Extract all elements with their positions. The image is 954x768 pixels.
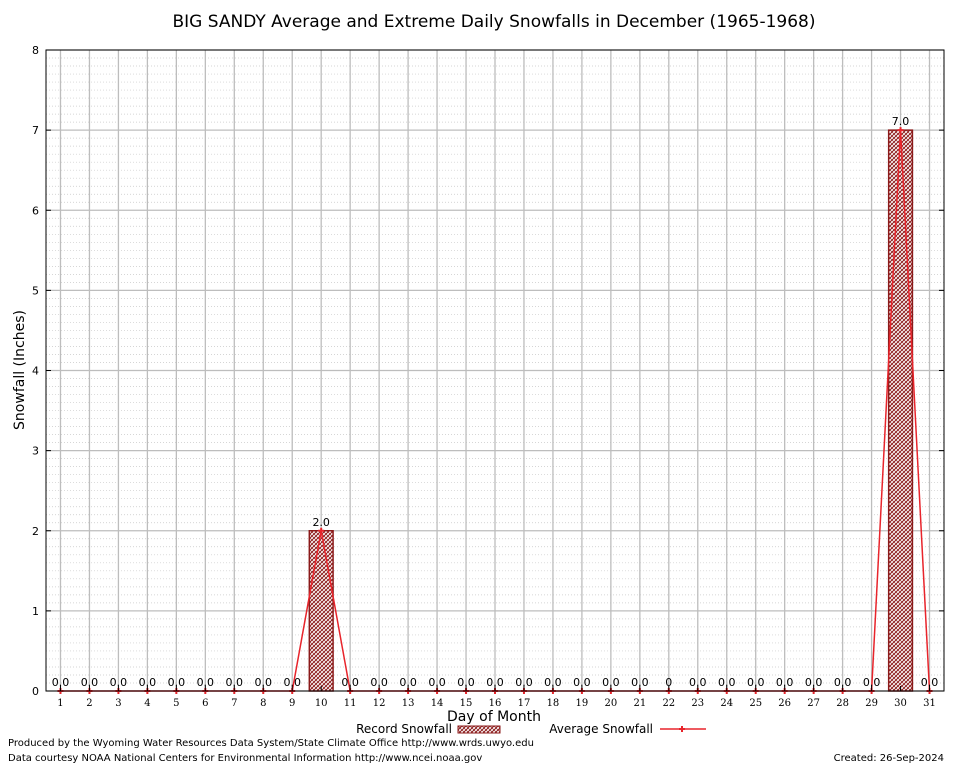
data-label: 7.0 bbox=[892, 115, 910, 128]
data-label: 2.0 bbox=[312, 516, 330, 529]
data-labels: 0.0 0.0 0.0 0.0 0.0 0.0 0.0 0.0 0.0 2.0 0.0 0.0 0.0 0… bbox=[52, 115, 939, 689]
x-tick-label: 31 bbox=[923, 698, 936, 709]
y-tick-label: 3 bbox=[32, 445, 39, 458]
x-tick-label: 12 bbox=[373, 698, 386, 709]
data-label: 0.0 bbox=[573, 676, 591, 689]
chart-title: BIG SANDY Average and Extreme Daily Snow… bbox=[172, 12, 815, 32]
average-point bbox=[897, 127, 904, 134]
data-label: 0.0 bbox=[52, 676, 70, 689]
data-label: 0.0 bbox=[399, 676, 417, 689]
x-tick-label: 29 bbox=[865, 698, 878, 709]
data-label: 0.0 bbox=[834, 676, 852, 689]
record-bar bbox=[887, 129, 914, 692]
record-bar bbox=[308, 530, 334, 692]
data-label: 0.0 bbox=[341, 676, 359, 689]
x-tick-label: 17 bbox=[518, 698, 531, 709]
footer-data-courtesy: Data courtesy NOAA National Centers for … bbox=[8, 753, 483, 764]
x-tick-label: 24 bbox=[720, 698, 733, 709]
y-axis-label: Snowfall (Inches) bbox=[12, 310, 28, 430]
data-label: 0.0 bbox=[776, 676, 794, 689]
data-label: 0.0 bbox=[515, 676, 533, 689]
x-tick-label: 8 bbox=[260, 698, 266, 709]
y-tick-label: 4 bbox=[32, 365, 39, 378]
data-label: 0.0 bbox=[168, 676, 186, 689]
x-tick-label: 2 bbox=[86, 698, 92, 709]
data-label: 0.0 bbox=[544, 676, 562, 689]
data-label: 0.0 bbox=[602, 676, 620, 689]
legend-label-record: Record Snowfall bbox=[356, 722, 452, 736]
legend-label-average: Average Snowfall bbox=[549, 722, 653, 736]
y-tick-label: 7 bbox=[32, 124, 39, 137]
x-tick-label: 3 bbox=[115, 698, 121, 709]
x-tick-label: 18 bbox=[547, 698, 560, 709]
data-label: 0.0 bbox=[428, 676, 446, 689]
data-label: 0.0 bbox=[805, 676, 823, 689]
plot-frame bbox=[45, 49, 945, 692]
data-label: 0.0 bbox=[747, 676, 765, 689]
x-tick-label: 30 bbox=[894, 698, 907, 709]
data-label: 0.0 bbox=[457, 676, 475, 689]
x-tick-label: 14 bbox=[431, 698, 444, 709]
x-axis-label: Day of Month bbox=[447, 709, 541, 725]
data-label: 0.0 bbox=[863, 676, 881, 689]
data-label: 0.0 bbox=[283, 676, 301, 689]
legend-marker-average bbox=[679, 726, 685, 732]
y-tick-label: 5 bbox=[32, 284, 39, 297]
x-tick-label: 26 bbox=[778, 698, 791, 709]
x-tick-label: 20 bbox=[605, 698, 618, 709]
data-label: 0.0 bbox=[689, 676, 707, 689]
x-tick-label: 23 bbox=[691, 698, 704, 709]
average-point bbox=[318, 527, 325, 534]
y-tick-label: 1 bbox=[32, 605, 39, 618]
x-tick-label: 16 bbox=[489, 698, 502, 709]
x-tick-label: 15 bbox=[460, 698, 473, 709]
x-tick-label: 6 bbox=[202, 698, 208, 709]
x-tick-label: 10 bbox=[315, 698, 328, 709]
x-tick-label: 21 bbox=[633, 698, 646, 709]
x-tick-label: 5 bbox=[173, 698, 179, 709]
footer-produced-by: Produced by the Wyoming Water Resources … bbox=[8, 738, 534, 749]
data-label: 0.0 bbox=[226, 676, 244, 689]
grid bbox=[46, 49, 944, 692]
y-tick-label: 2 bbox=[32, 525, 39, 538]
x-tick-label: 11 bbox=[344, 698, 357, 709]
data-label: 0 bbox=[665, 676, 672, 689]
data-label: 0.0 bbox=[370, 676, 388, 689]
legend-swatch-record bbox=[457, 725, 501, 734]
x-tick-label: 4 bbox=[144, 698, 150, 709]
legend: Record Snowfall Average Snowfall bbox=[356, 722, 706, 736]
data-label: 0.0 bbox=[110, 676, 128, 689]
x-tick-label: 9 bbox=[289, 698, 295, 709]
data-label: 0.0 bbox=[718, 676, 736, 689]
x-tick-label: 1 bbox=[57, 698, 63, 709]
x-tick-label: 13 bbox=[402, 698, 415, 709]
x-tick-label: 19 bbox=[576, 698, 589, 709]
data-label: 0.0 bbox=[921, 676, 939, 689]
x-tick-label: 7 bbox=[231, 698, 237, 709]
data-label: 0.0 bbox=[139, 676, 157, 689]
data-label: 0.0 bbox=[81, 676, 99, 689]
x-tick-label: 22 bbox=[662, 698, 675, 709]
y-tick-label: 8 bbox=[32, 44, 39, 57]
data-label: 0.0 bbox=[486, 676, 504, 689]
x-tick-label: 27 bbox=[807, 698, 820, 709]
x-tick-label: 25 bbox=[749, 698, 762, 709]
data-label: 0.0 bbox=[197, 676, 215, 689]
y-tick-label: 0 bbox=[32, 685, 39, 698]
x-tick-label: 28 bbox=[836, 698, 849, 709]
footer-created: Created: 26-Sep-2024 bbox=[833, 753, 944, 764]
y-tick-label: 6 bbox=[32, 204, 39, 217]
data-label: 0.0 bbox=[631, 676, 649, 689]
data-label: 0.0 bbox=[255, 676, 273, 689]
